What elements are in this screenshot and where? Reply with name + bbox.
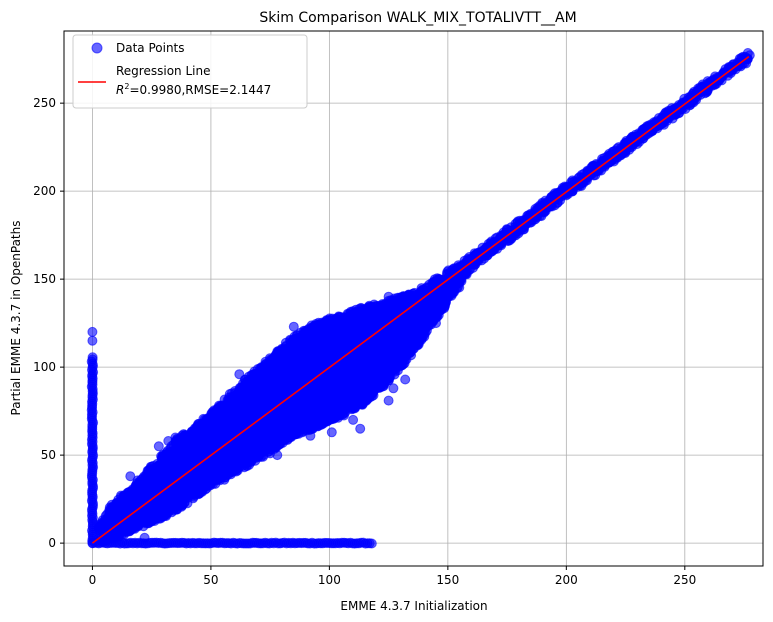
data-point	[366, 538, 377, 549]
data-point	[87, 326, 98, 337]
data-point	[87, 352, 98, 363]
data-point	[87, 335, 98, 346]
data-points	[86, 48, 755, 549]
